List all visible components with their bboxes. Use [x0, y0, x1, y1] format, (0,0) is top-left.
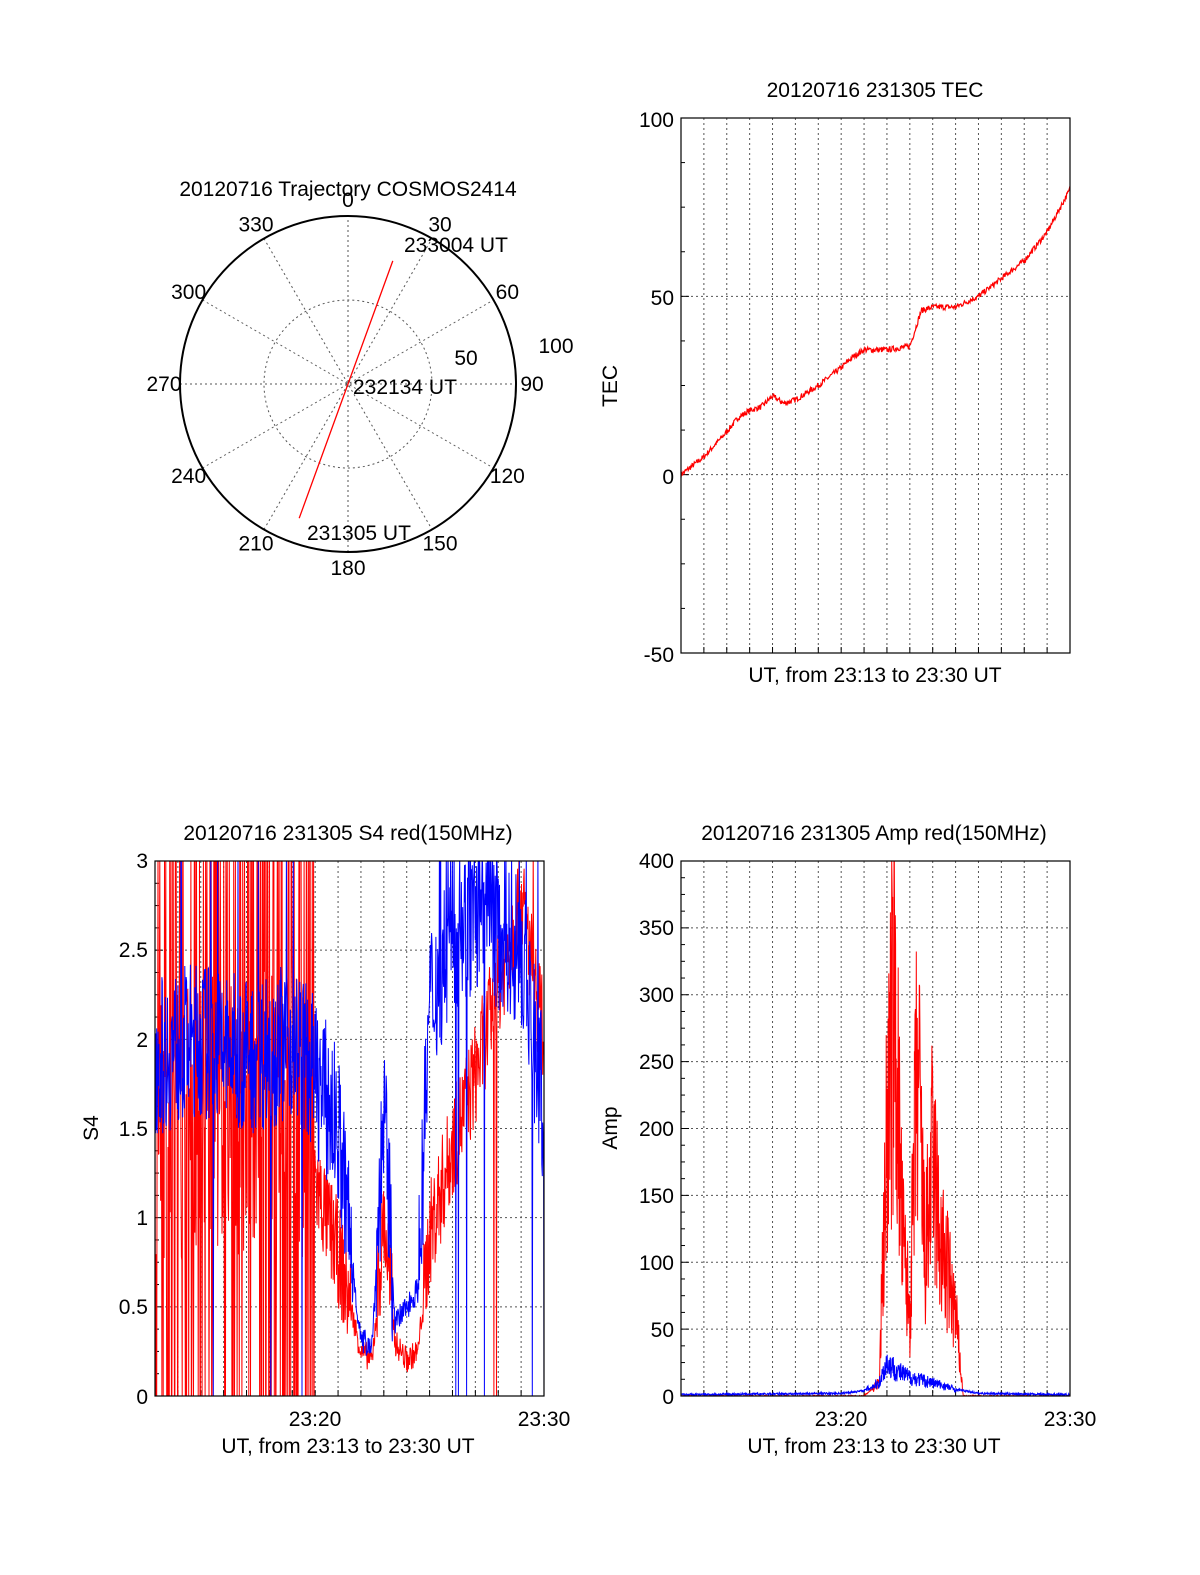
s4-ytick-label: 0: [136, 1386, 148, 1409]
s4-ytick-label: 2.5: [119, 939, 148, 962]
s4-ytick-label: 3: [136, 850, 148, 873]
amp-plot: 20120716 231305 Amp red(150MHz) 400 350 …: [599, 822, 1096, 1458]
s4-ytick-label: 1.5: [119, 1118, 148, 1141]
amp-y-tick-labels: 400 350 300 250 200 150 100 50 0: [639, 850, 674, 1409]
tec-x-label: UT, from 23:13 to 23:30 UT: [748, 664, 1001, 687]
s4-y-label: S4: [80, 1115, 103, 1141]
s4-xtick-label: 23:20: [289, 1408, 342, 1431]
polar-annotation-start: 231305 UT: [307, 522, 411, 545]
polar-radial-label-50: 50: [454, 347, 477, 370]
tec-ytick-label: 0: [662, 466, 674, 489]
polar-azimuth-label: 300: [171, 281, 206, 304]
polar-trajectory-line: [298, 260, 394, 519]
s4-ytick-label: 0.5: [119, 1296, 148, 1319]
tec-plot: 20120716 231305 TEC 100 50 0 -50 UT, fro…: [599, 79, 1071, 687]
polar-title: 20120716 Trajectory COSMOS2414: [179, 178, 517, 201]
polar-azimuth-label: 150: [422, 532, 457, 555]
polar-annotation-mid: 232134 UT: [353, 376, 457, 399]
amp-blue-series: [681, 1354, 1070, 1396]
amp-ytick-label: 0: [662, 1386, 674, 1409]
tec-ytick-label: 100: [639, 109, 674, 132]
tec-grid: [680, 117, 1071, 654]
polar-azimuth-label: 270: [146, 373, 181, 396]
s4-ytick-label: 2: [136, 1029, 148, 1052]
amp-y-label: Amp: [599, 1106, 622, 1149]
amp-ytick-label: 100: [639, 1252, 674, 1275]
amp-ytick-label: 300: [639, 984, 674, 1007]
polar-azimuth-label: 180: [330, 557, 365, 580]
polar-azimuth-labels: 0 30 60 90 120 150 180 210 240 270 300 330: [146, 189, 543, 580]
amp-ytick-label: 200: [639, 1118, 674, 1141]
tec-title: 20120716 231305 TEC: [767, 79, 984, 102]
polar-plot: 20120716 Trajectory COSMOS2414 0 30 60 90 12…: [146, 178, 573, 580]
tec-series-line: [680, 186, 1071, 478]
tec-ytick-label: 50: [651, 287, 674, 310]
polar-grid-spoke: [263, 238, 433, 530]
amp-grid: [680, 860, 1071, 1397]
polar-grid-spoke: [202, 299, 494, 469]
s4-red-line: [155, 861, 544, 1396]
amp-ytick-label: 150: [639, 1185, 674, 1208]
amp-ytick-label: 50: [651, 1319, 674, 1342]
amp-ytick-label: 400: [639, 850, 674, 873]
tec-ytick-label: -50: [644, 644, 674, 667]
polar-grid-spoke: [202, 299, 494, 469]
polar-azimuth-label: 60: [496, 281, 519, 304]
tec-plot-frame: [680, 117, 1071, 654]
amp-x-label: UT, from 23:13 to 23:30 UT: [747, 1435, 1000, 1458]
amp-xtick-label: 23:20: [815, 1408, 868, 1431]
amp-ytick-label: 350: [639, 917, 674, 940]
polar-radial-label-100: 100: [538, 335, 573, 358]
polar-grid-spoke: [263, 238, 433, 530]
polar-azimuth-label: 210: [238, 532, 273, 555]
polar-azimuth-label: 240: [171, 465, 206, 488]
s4-red-series: [155, 861, 544, 1396]
amp-xtick-label: 23:30: [1044, 1408, 1097, 1431]
amp-blue-line: [681, 1354, 1070, 1396]
polar-grid: [180, 216, 516, 552]
s4-blue-line: [155, 861, 544, 1396]
polar-outer-circle: [179, 215, 517, 553]
amp-red-line: [681, 861, 1070, 1396]
amp-title: 20120716 231305 Amp red(150MHz): [701, 822, 1047, 845]
polar-azimuth-label: 90: [520, 373, 543, 396]
s4-plot-frame: [154, 860, 545, 1397]
s4-xtick-label: 23:30: [518, 1408, 571, 1431]
s4-y-tick-labels: 3 2.5 2 1.5 1 0.5 0: [119, 850, 148, 1409]
s4-plot: 20120716 231305 S4 red(150MHz) 3 2.5 2 1…: [80, 822, 570, 1458]
tec-y-tick-labels: 100 50 0 -50: [639, 109, 674, 667]
s4-x-label: UT, from 23:13 to 23:30 UT: [221, 1435, 474, 1458]
polar-azimuth-label: 30: [428, 214, 451, 237]
amp-plot-frame: [680, 860, 1071, 1397]
polar-annotation-end: 233004 UT: [404, 234, 508, 257]
s4-blue-series: [155, 861, 544, 1396]
amp-ytick-label: 250: [639, 1051, 674, 1074]
s4-ytick-label: 1: [136, 1207, 148, 1230]
s4-title: 20120716 231305 S4 red(150MHz): [183, 822, 512, 845]
polar-azimuth-label: 120: [490, 465, 525, 488]
polar-azimuth-label: 0: [342, 189, 354, 212]
polar-azimuth-label: 330: [238, 214, 273, 237]
tec-y-label: TEC: [599, 365, 622, 407]
amp-red-series: [681, 861, 1070, 1396]
